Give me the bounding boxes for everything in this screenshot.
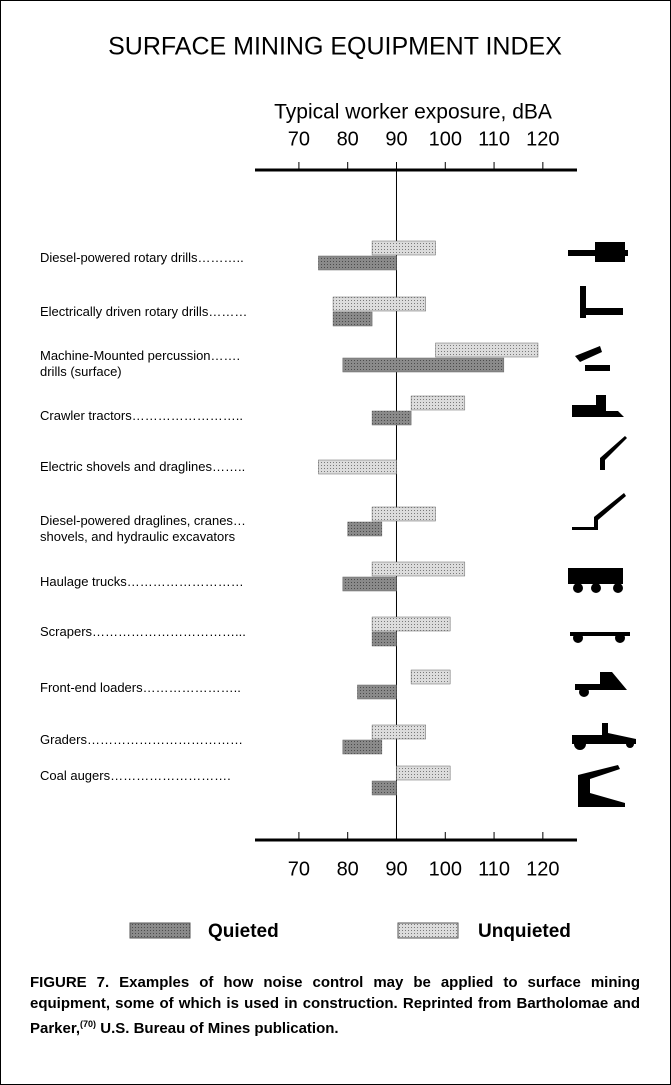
caption-ref: (70) [80,1019,97,1029]
bar-texture [318,255,397,271]
chart-title: SURFACE MINING EQUIPMENT INDEX [108,33,562,61]
category-label: Diesel-powered draglines, cranes… shovel… [40,513,246,544]
x-tick-label: 110 [478,858,510,880]
bar-texture [342,576,397,592]
x-tick-label: 90 [385,128,407,150]
legend-label: Quieted [208,921,279,942]
bar-texture [332,296,427,312]
bar-texture [371,631,397,647]
bar-texture [371,616,451,632]
category-label: Coal augers………………………. [40,768,231,783]
x-tick-label: 70 [288,858,310,880]
bar-texture [347,521,383,537]
bar-texture [318,459,397,475]
bar-texture [371,506,436,522]
category-label: Diesel-powered rotary drills……….. [40,250,244,265]
bar-texture [371,780,397,796]
legend-swatch-texture [129,922,191,939]
bar-texture [435,342,539,358]
x-tick-label: 120 [526,128,559,150]
bar-texture [410,669,451,685]
x-tick-label: 110 [478,128,510,150]
caption-text: FIGURE 7. Examples of how noise control … [30,974,640,1037]
category-label: Haulage trucks……………………… [40,574,244,589]
category-label: Electrically driven rotary drills……… [40,304,248,319]
bar-texture [410,395,466,411]
legend-label: Unquieted [478,921,571,942]
category-label: Graders……………………………… [40,732,243,747]
x-tick-label: 100 [429,128,462,150]
category-label: Electric shovels and draglines…….. [40,459,246,474]
equipment-icons [568,242,636,807]
bar-texture [332,311,373,327]
x-tick-label: 70 [288,128,310,150]
bar-texture [371,561,466,577]
bar-texture [371,410,412,426]
category-label: Front-end loaders………………….. [40,680,241,695]
bar-texture [371,240,436,256]
caption-text: U.S. Bureau of Mines publication. [96,1020,339,1037]
x-tick-label: 80 [337,128,359,150]
category-label: Scrapers……………………………... [40,624,246,639]
x-tick-label: 120 [526,858,559,880]
caption: FIGURE 7. Examples of how noise control … [30,972,640,1039]
x-axis-label: Typical worker exposure, dBA [274,101,552,124]
category-label: Machine-Mounted percussion……. drills (su… [40,348,241,379]
legend-swatch-texture [397,922,459,939]
bar-texture [371,724,427,740]
x-tick-label: 90 [385,858,407,880]
bar-texture [357,684,397,700]
bar-texture [342,357,505,373]
x-tick-label: 100 [429,858,462,880]
bar-texture [342,739,383,755]
x-tick-label: 80 [337,858,359,880]
category-label: Crawler tractors…………………….. [40,408,243,423]
bar-texture [396,765,451,781]
